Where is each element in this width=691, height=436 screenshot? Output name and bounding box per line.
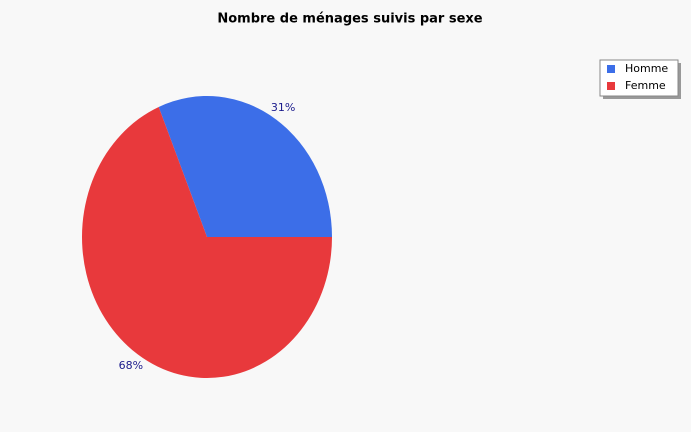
slice-label: 68% <box>119 359 143 372</box>
pie-slice <box>158 96 332 238</box>
legend-label: Femme <box>625 79 666 92</box>
legend-swatch <box>607 82 615 90</box>
legend-label: Homme <box>625 62 668 75</box>
slice-label: 31% <box>271 101 295 114</box>
chart-title: Nombre de ménages suivis par sexe <box>217 12 482 27</box>
pie-slice <box>82 106 333 378</box>
legend-swatch <box>607 65 615 73</box>
